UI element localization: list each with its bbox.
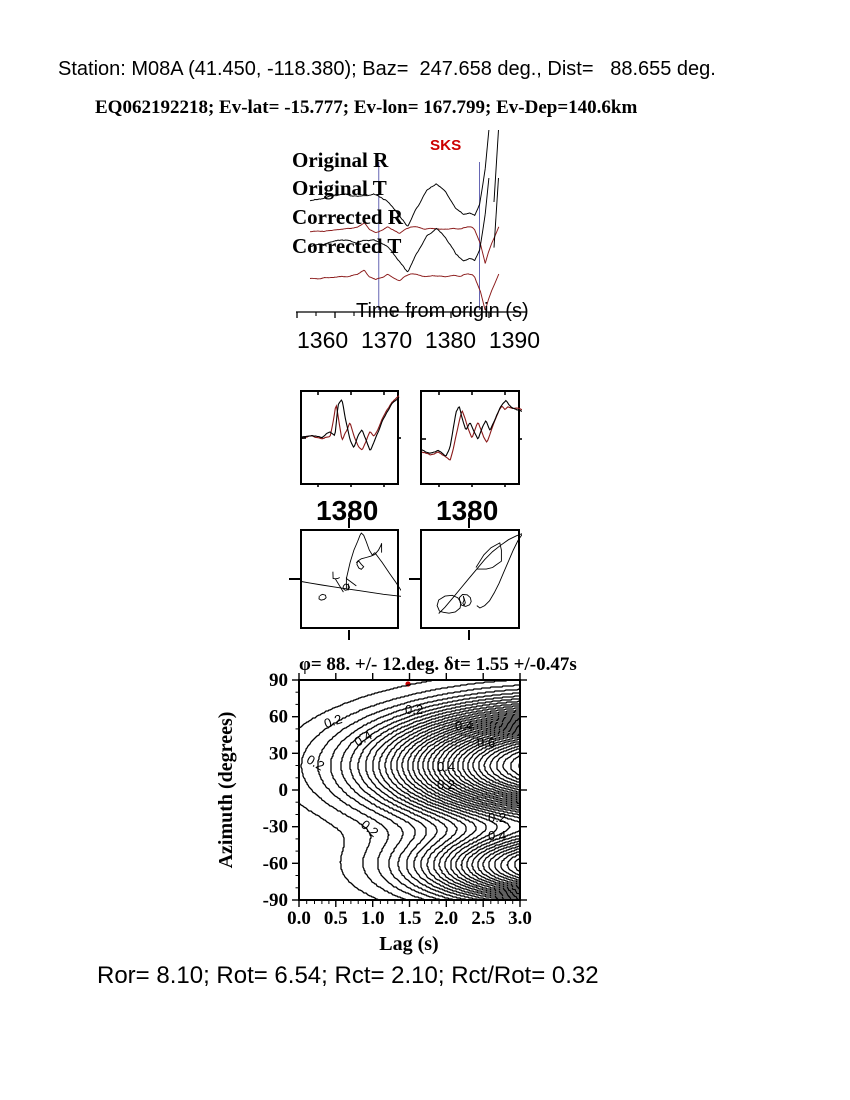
svg-text:-30: -30 bbox=[263, 817, 288, 838]
svg-text:-60: -60 bbox=[263, 853, 288, 874]
svg-text:1.5: 1.5 bbox=[398, 908, 422, 929]
svg-text:2.5: 2.5 bbox=[471, 908, 495, 929]
svg-text:0: 0 bbox=[279, 780, 289, 801]
svg-text:Ror= 8.10; Rot= 6.54; Rct= 2.1: Ror= 8.10; Rot= 6.54; Rct= 2.10; Rct/Rot… bbox=[97, 962, 599, 989]
svg-text:1.0: 1.0 bbox=[361, 908, 385, 929]
svg-text:Lag (s): Lag (s) bbox=[379, 933, 438, 955]
svg-text:60: 60 bbox=[269, 707, 288, 728]
svg-text:0.5: 0.5 bbox=[324, 908, 348, 929]
svg-text:Azimuth (degrees): Azimuth (degrees) bbox=[215, 712, 237, 869]
svg-text:2.0: 2.0 bbox=[434, 908, 458, 929]
svg-text:φ= 88. +/- 12.deg. δt= 1.55 +/: φ= 88. +/- 12.deg. δt= 1.55 +/-0.47s bbox=[299, 654, 577, 675]
svg-text:30: 30 bbox=[269, 743, 288, 764]
svg-text:-90: -90 bbox=[263, 890, 288, 911]
svg-text:90: 90 bbox=[269, 670, 288, 691]
svg-text:3.0: 3.0 bbox=[508, 908, 532, 929]
svg-text:0.0: 0.0 bbox=[287, 908, 311, 929]
